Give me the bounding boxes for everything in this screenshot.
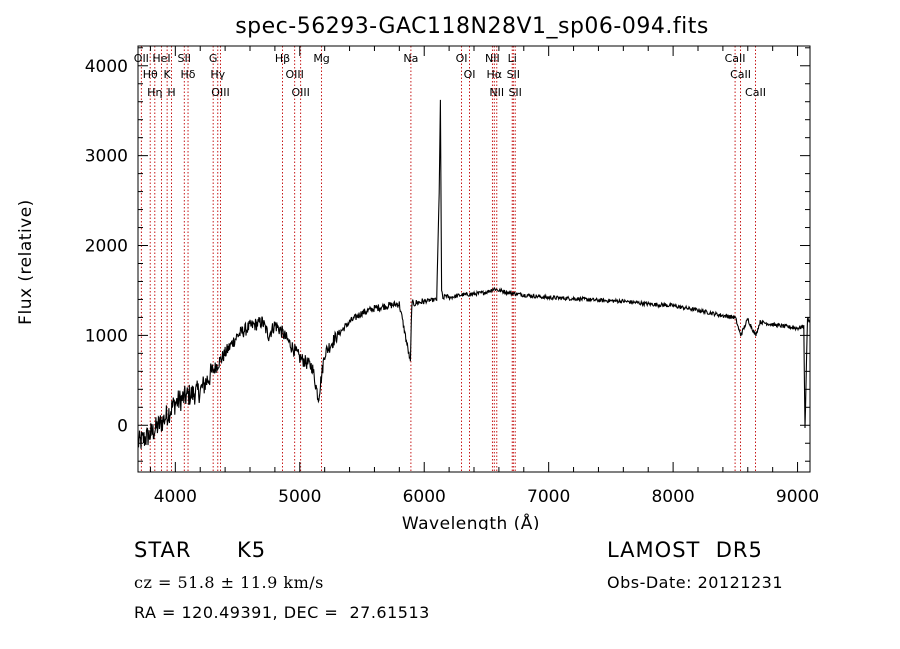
- line-marker-label: Na: [403, 52, 418, 65]
- line-marker-label: Hβ: [275, 52, 290, 65]
- line-marker-label: OII: [134, 52, 149, 65]
- line-marker-label: CaII: [730, 68, 751, 81]
- x-tick-label: 8000: [651, 487, 694, 507]
- chart-title: spec-56293-GAC118N28V1_sp06-094.fits: [235, 14, 709, 39]
- emission-line-labels: OII Hθ Hη HeI KH SII Hδ G Hγ OIII Hβ OIII OIII Mg Na OI…: [134, 52, 766, 99]
- line-marker-label: OIII: [285, 68, 303, 81]
- line-marker-label: SII: [507, 68, 520, 81]
- line-marker-label: HeI: [152, 52, 170, 65]
- line-marker-label: G: [209, 52, 218, 65]
- line-marker-label: Hη: [147, 86, 162, 99]
- line-marker-label: H: [167, 86, 175, 99]
- obs-date: Obs-Date: 20121231: [607, 573, 784, 592]
- y-tick-label: 2000: [85, 237, 128, 257]
- line-marker-label: Hδ: [181, 68, 196, 81]
- y-axis: 0 1000 2000 3000 4000: [85, 47, 810, 462]
- spectrum-chart: spec-56293-GAC118N28V1_sp06-094.fits OII…: [16, 14, 819, 530]
- line-marker-label: OIII: [291, 86, 309, 99]
- emission-line-markers: [140, 46, 756, 472]
- line-marker-label: Hα: [487, 68, 503, 81]
- line-marker-label: Hγ: [210, 68, 225, 81]
- line-marker-label: K: [164, 68, 172, 81]
- line-marker-label: CaII: [725, 52, 746, 65]
- plot-frame: [137, 45, 811, 473]
- survey-label: LAMOST DR5: [607, 538, 763, 562]
- line-marker-label: Hθ: [143, 68, 158, 81]
- object-subclass: K5: [237, 538, 267, 562]
- x-tick-label: 4000: [154, 487, 197, 507]
- x-axis-label: Wavelength (Å): [402, 512, 540, 530]
- line-marker-label: Li: [508, 52, 517, 65]
- line-marker-label: Mg: [313, 52, 329, 65]
- x-tick-label: 5000: [278, 487, 321, 507]
- x-tick-label: 7000: [527, 487, 570, 507]
- y-tick-label: 0: [117, 416, 128, 436]
- y-axis-label: Flux (relative): [16, 199, 36, 325]
- line-marker-label: NII: [489, 86, 504, 99]
- line-marker-label: NII: [485, 52, 500, 65]
- y-tick-label: 3000: [85, 147, 128, 167]
- coordinates: RA = 120.49391, DEC = 27.61513: [134, 603, 430, 622]
- spectrum-series-line: [137, 99, 811, 449]
- x-tick-label: 6000: [403, 487, 446, 507]
- line-marker-label: SII: [178, 52, 191, 65]
- x-axis: 4000 5000 6000 7000 8000 9000: [149, 46, 819, 507]
- line-marker-label: OI: [464, 68, 476, 81]
- line-marker-label: OIII: [211, 86, 229, 99]
- redshift-readout: cz = 51.8 ± 11.9 km/s: [134, 573, 324, 592]
- y-tick-label: 1000: [85, 326, 128, 346]
- line-marker-label: CaII: [745, 86, 766, 99]
- object-class: STAR: [134, 538, 192, 562]
- line-marker-label: SII: [508, 86, 521, 99]
- line-marker-label: OI: [456, 52, 468, 65]
- y-tick-label: 4000: [85, 57, 128, 77]
- x-tick-label: 9000: [776, 487, 819, 507]
